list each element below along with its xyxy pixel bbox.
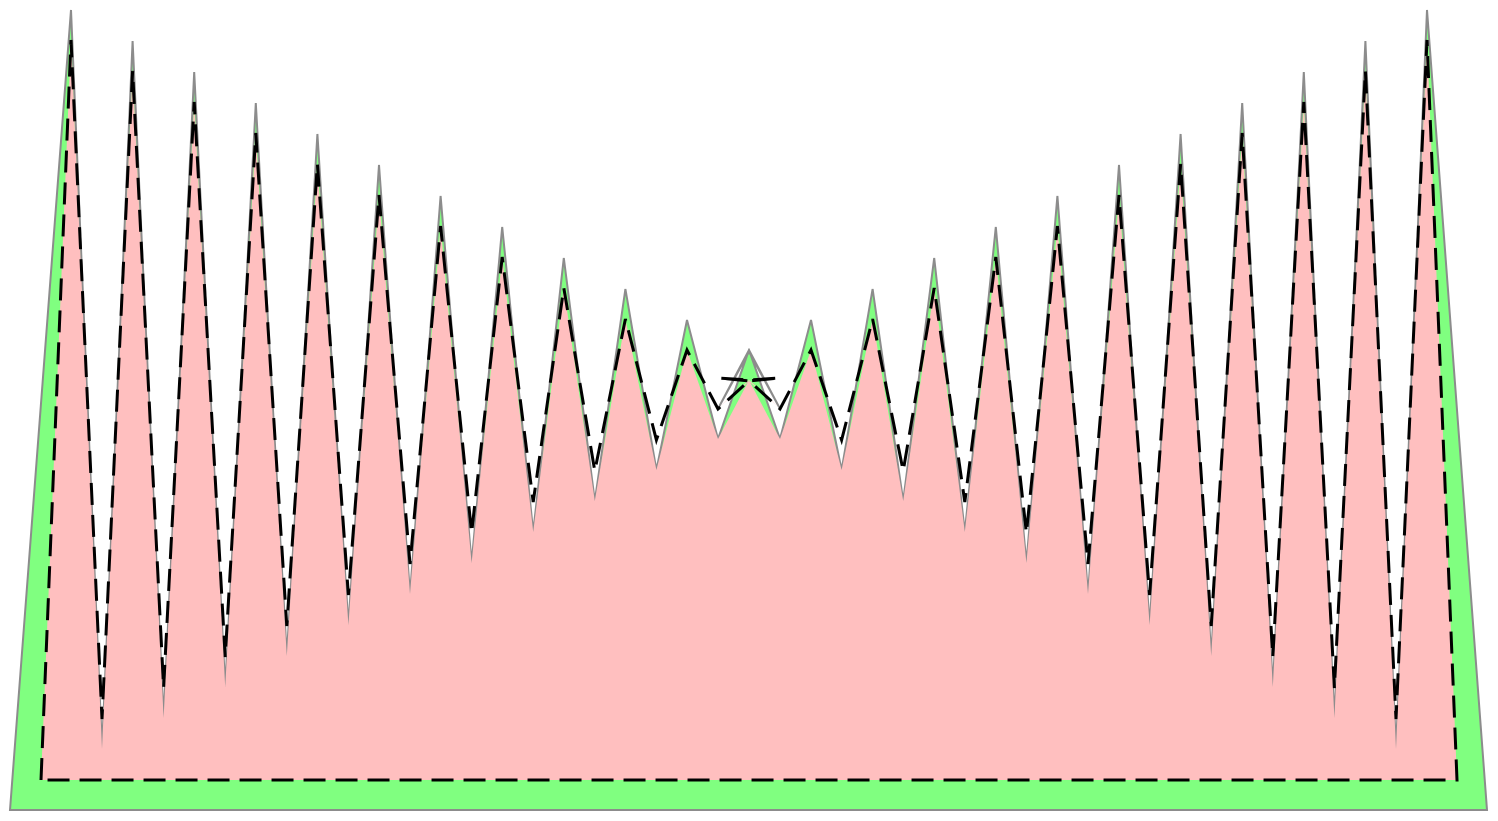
inner-pink-shape bbox=[41, 40, 1457, 780]
dashed-outline bbox=[39, 39, 1459, 782]
